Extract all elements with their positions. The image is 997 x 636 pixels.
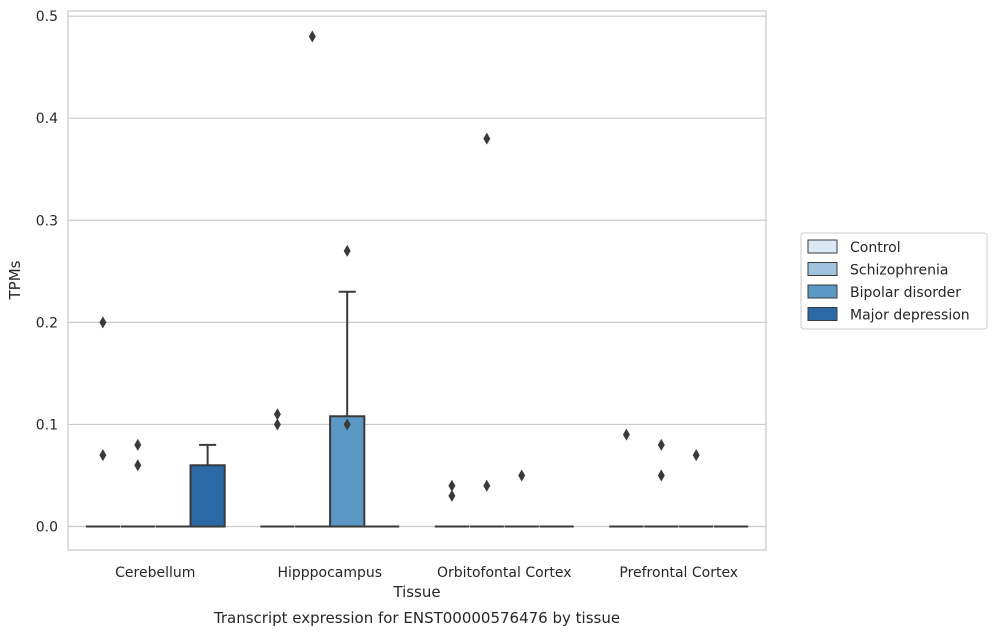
box [260,408,295,528]
y-tick-label: 0.3 [36,213,58,229]
outlier-point [343,418,351,431]
x-tick-label: Hipppocampus [277,565,382,581]
box-plots [85,30,749,528]
box [644,438,679,528]
legend-frame [800,232,988,330]
box-body [189,464,226,528]
box [295,30,330,528]
x-tick-label: Orbitofontal Cortex [437,565,572,581]
outlier-point [692,449,700,462]
outlier-point [657,438,665,451]
outlier-point [448,479,456,492]
y-tick-label: 0.4 [36,111,58,127]
legend-label: Schizophrenia [850,263,948,279]
y-axis-title: TPMs [6,260,24,300]
box [85,316,121,528]
y-tick-label: 0.2 [36,315,58,331]
legend: Control Schizophrenia Bipolar disorder Majo… [800,232,988,330]
y-tick-label: 0.5 [36,9,58,25]
box [434,479,470,528]
outlier-point [483,479,491,492]
outlier-point [343,244,351,257]
box [189,443,226,528]
outlier-point [308,30,316,43]
chart-caption: Transcript expression for ENST0000057647… [213,609,620,627]
outlier-point [273,418,281,431]
outlier-point [657,469,665,482]
outlier-point [622,428,630,441]
box [469,132,504,528]
outlier-point [448,489,456,502]
box [504,469,539,528]
x-axis: Cerebellum Hipppocampus Orbitofontal Corte… [115,565,738,581]
legend-swatch [807,262,838,276]
outlier-point [134,438,142,451]
legend-swatch [807,307,838,321]
box [120,438,155,528]
legend-swatch [807,284,838,299]
y-tick-label: 0.1 [36,417,58,433]
outlier-point [273,408,281,421]
legend-label: Bipolar disorder [850,285,961,301]
box [609,428,644,528]
plot-frame [67,10,767,551]
x-tick-label: Prefrontal Cortex [619,565,738,581]
x-axis-title: Tissue [392,583,440,601]
box [679,449,714,528]
x-tick-label: Cerebellum [115,565,195,581]
outlier-point [99,316,107,329]
box [329,244,366,528]
outlier-point [518,469,526,482]
outlier-point [483,132,491,145]
y-axis: 0.0 0.1 0.2 0.3 0.4 0.5 [36,9,58,535]
legend-label: Control [850,240,901,256]
box-body [329,415,366,528]
outlier-point [99,449,107,462]
legend-label: Major depression [850,308,970,324]
outlier-point [134,459,142,472]
y-tick-label: 0.0 [36,520,58,536]
legend-swatch [807,239,838,254]
